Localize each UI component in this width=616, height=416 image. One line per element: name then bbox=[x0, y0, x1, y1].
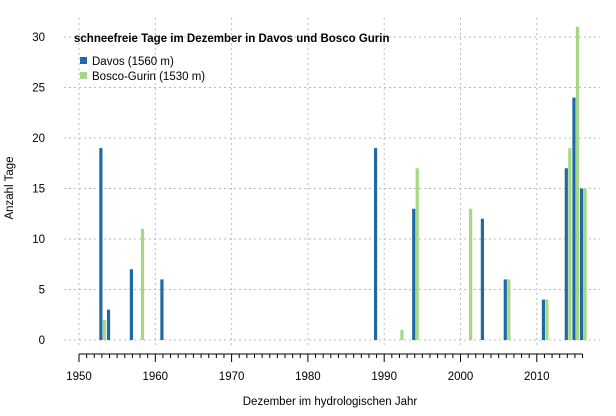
x-tick-label: 1960 bbox=[143, 371, 169, 383]
legend: Davos (1560 m) Bosco-Gurin (1530 m) bbox=[80, 56, 205, 83]
legend-swatch-bosco bbox=[80, 72, 87, 79]
y-tick-label: 20 bbox=[32, 133, 45, 145]
x-tick-label: 1970 bbox=[219, 371, 245, 383]
y-tick-label: 5 bbox=[39, 285, 45, 297]
y-axis-label: Anzahl Tage bbox=[4, 156, 16, 219]
bars bbox=[99, 26, 587, 340]
y-tick-label: 0 bbox=[39, 335, 45, 347]
x-tick-label: 2000 bbox=[448, 371, 474, 383]
legend-swatch-davos bbox=[80, 57, 87, 64]
y-tick-label: 10 bbox=[32, 234, 45, 246]
y-tick-label: 30 bbox=[32, 32, 45, 44]
axes: 0 5 10 15 20 25 30 1950 1960 1970 1980 1990 2000 2010 bbox=[32, 32, 584, 383]
legend-label-davos: Davos (1560 m) bbox=[92, 56, 174, 68]
chart-title: schneefreie Tage im Dezember in Davos un… bbox=[74, 33, 389, 45]
x-tick-label: 2010 bbox=[524, 371, 550, 383]
y-tick-label: 15 bbox=[32, 184, 45, 196]
legend-label-bosco: Bosco-Gurin (1530 m) bbox=[92, 71, 205, 83]
x-tick-label: 1980 bbox=[295, 371, 321, 383]
x-tick-label: 1990 bbox=[371, 371, 397, 383]
x-axis-label: Dezember im hydrologischen Jahr bbox=[243, 396, 418, 408]
x-tick-label: 1950 bbox=[66, 371, 92, 383]
y-tick-label: 25 bbox=[32, 83, 45, 95]
grid bbox=[64, 18, 600, 345]
